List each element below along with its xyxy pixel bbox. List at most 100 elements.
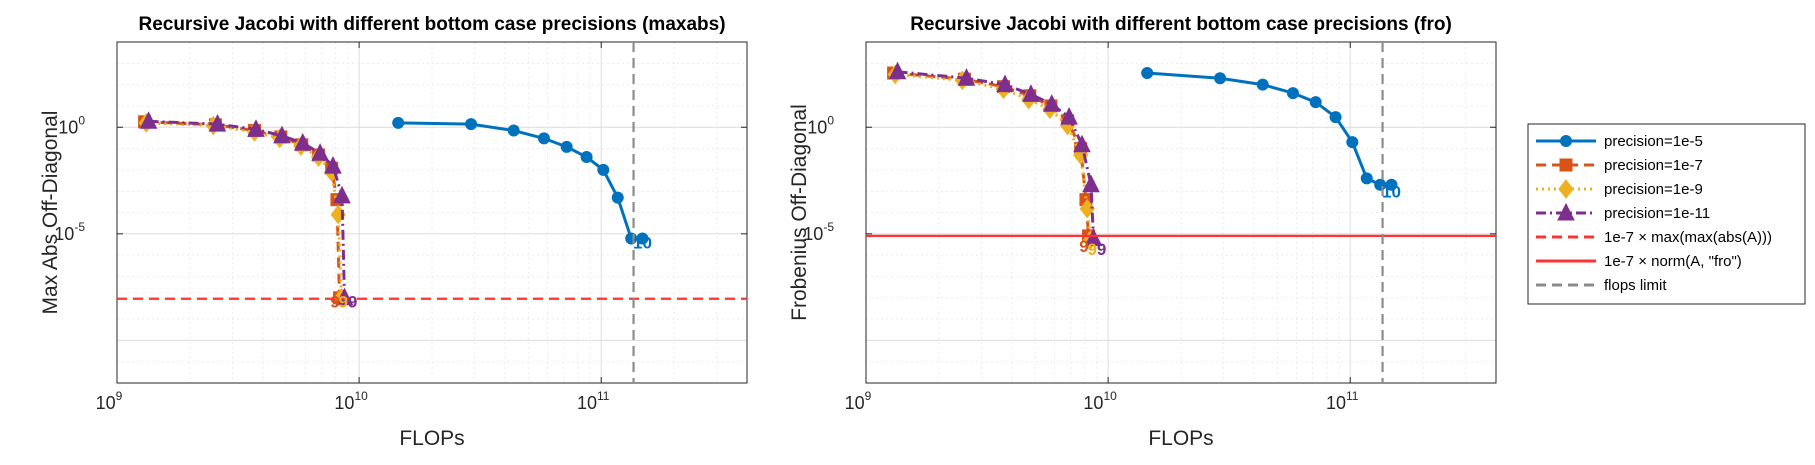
endpoint-label: 9 [330, 292, 339, 311]
legend-marker [1559, 158, 1573, 172]
series-precision-1e-5 [1141, 67, 1398, 191]
y-tick-label: 10-5 [54, 220, 85, 244]
data-point [273, 125, 291, 144]
data-point [560, 140, 573, 153]
data-point [1022, 84, 1040, 102]
tick-exponent: -5 [74, 220, 85, 234]
endpoint-label: 10 [1382, 183, 1401, 202]
data-point [580, 151, 593, 164]
series-precision-1e-9 [887, 64, 1099, 251]
tick-base: 10 [803, 224, 823, 244]
legend-label: precision=1e-7 [1604, 157, 1703, 174]
data-point [507, 124, 520, 137]
data-point [1060, 106, 1078, 125]
series-precision-1e-9 [138, 113, 350, 308]
plot-area [866, 42, 1496, 383]
y-axis-label: Max Abs Off-Diagonal [39, 111, 62, 315]
y-tick-label: 100 [807, 113, 834, 137]
tick-exponent: 0 [827, 113, 834, 127]
legend-marker [1557, 202, 1575, 221]
data-point [1141, 67, 1154, 80]
legend-marker [1560, 135, 1572, 147]
series-precision-1e-7 [887, 66, 1096, 243]
x-tick-label: 1011 [577, 389, 610, 413]
data-point [392, 116, 405, 129]
tick-exponent: 11 [1346, 389, 1359, 403]
series-line [148, 119, 346, 298]
tick-exponent: 9 [865, 389, 872, 403]
tick-exponent: 10 [1103, 389, 1117, 403]
grid [116, 41, 748, 384]
data-point [1309, 96, 1322, 109]
endpoint-label: 9 [1097, 240, 1106, 259]
legend-label: flops limit [1604, 277, 1667, 294]
data-point [293, 133, 312, 151]
data-point [335, 287, 354, 306]
plot-area [117, 42, 747, 383]
data-point [1256, 78, 1269, 91]
data-point [333, 185, 351, 204]
tick-base: 10 [845, 393, 865, 413]
endpoint-label: 10 [633, 234, 652, 253]
data-point [537, 132, 550, 145]
legend-item: precision=1e-7 [1536, 157, 1703, 174]
x-tick-label: 109 [96, 389, 123, 413]
data-point [1079, 198, 1095, 219]
data-point [957, 68, 976, 86]
data-point [597, 163, 610, 176]
tick-exponent: 11 [597, 389, 610, 403]
data-point [247, 119, 265, 137]
tick-base: 10 [577, 393, 597, 413]
y-tick-label: 10-5 [803, 220, 834, 244]
endpoint-label: 9 [339, 292, 348, 311]
endpoint-label: 9 [348, 292, 357, 311]
tick-base: 10 [334, 393, 354, 413]
series-line [893, 71, 1091, 236]
legend-item: flops limit [1536, 277, 1667, 294]
data-point [1084, 228, 1103, 247]
series-precision-1e-7 [138, 115, 347, 305]
series-line [398, 121, 643, 241]
tick-base: 10 [1083, 393, 1103, 413]
data-point [465, 118, 478, 131]
tick-base: 10 [1326, 393, 1346, 413]
legend-item: precision=1e-11 [1536, 202, 1710, 222]
x-tick-label: 1010 [334, 389, 368, 413]
data-point [1214, 72, 1227, 85]
data-point [996, 74, 1014, 93]
tick-exponent: 9 [116, 389, 123, 403]
chart-title: Recursive Jacobi with different bottom c… [138, 14, 725, 35]
x-tick-label: 1011 [1326, 389, 1359, 413]
series-precision-1e-5 [392, 116, 649, 245]
tick-base: 10 [58, 117, 78, 137]
data-point [636, 232, 649, 245]
legend-label: 1e-7 × norm(A, "fro") [1604, 253, 1742, 270]
data-point [1385, 178, 1398, 191]
data-point [1082, 174, 1100, 193]
legend-label: 1e-7 × max(max(abs(A))) [1604, 229, 1772, 246]
data-point [311, 143, 329, 161]
x-tick-label: 1010 [1083, 389, 1117, 413]
tick-base: 10 [96, 393, 116, 413]
data-point [1042, 94, 1061, 112]
endpoint-label: 9 [1079, 237, 1088, 256]
data-point [1286, 87, 1299, 100]
data-point [888, 61, 907, 80]
data-point [1329, 111, 1342, 124]
series-line [1147, 71, 1392, 187]
axes-box [116, 41, 748, 384]
legend-box [1527, 123, 1806, 305]
y-axis-label: Frobenius Off-Diagonal [788, 104, 811, 321]
x-axis-label: FLOPs [399, 427, 464, 450]
legend-marker [1558, 179, 1574, 199]
tick-base: 10 [807, 117, 827, 137]
grid [865, 41, 1497, 384]
series-line [897, 70, 1095, 239]
legend-item: 1e-7 × max(max(abs(A))) [1536, 229, 1772, 246]
legend-label: precision=1e-5 [1604, 133, 1703, 150]
y-tick-label: 100 [58, 113, 85, 137]
tick-exponent: -5 [823, 220, 834, 234]
